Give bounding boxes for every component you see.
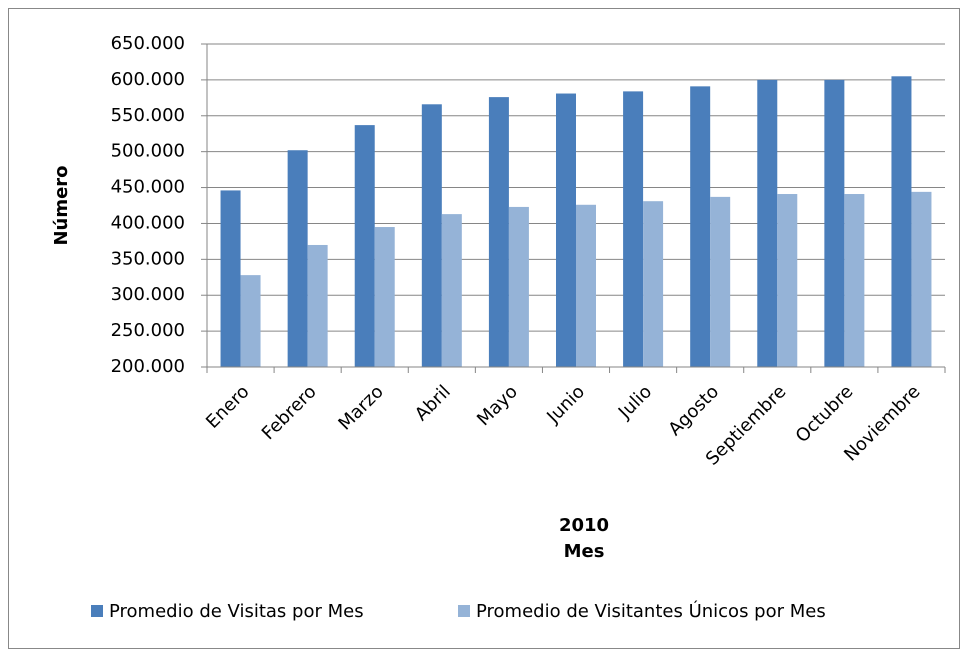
y-tick-label: 500.000 xyxy=(111,141,185,162)
legend-swatch xyxy=(458,605,470,617)
legend-label: Promedio de Visitantes Únicos por Mes xyxy=(476,600,826,622)
legend-swatch xyxy=(91,605,103,617)
y-tick-label: 250.000 xyxy=(111,320,185,341)
bar xyxy=(710,196,731,367)
bar xyxy=(777,194,798,367)
bar xyxy=(576,204,596,367)
bar xyxy=(824,79,845,367)
y-tick-label: 600.000 xyxy=(111,69,185,90)
bar xyxy=(891,76,912,368)
legend-label: Promedio de Visitas por Mes xyxy=(109,601,364,622)
bar xyxy=(623,91,644,367)
bar xyxy=(844,194,865,367)
bar xyxy=(240,275,261,367)
bar xyxy=(287,150,308,367)
bar xyxy=(488,97,509,368)
y-axis-title: Número xyxy=(51,165,72,245)
bar xyxy=(508,206,529,367)
bar xyxy=(307,244,328,367)
y-tick-label: 450.000 xyxy=(111,177,185,198)
y-tick-label: 550.000 xyxy=(111,105,185,126)
x-axis-title: Mes xyxy=(564,541,605,562)
y-tick-label: 650.000 xyxy=(111,33,185,54)
y-tick-label: 200.000 xyxy=(111,356,185,377)
bar xyxy=(421,104,442,367)
bar xyxy=(354,125,375,367)
y-tick-label: 400.000 xyxy=(111,212,185,233)
bar xyxy=(374,227,395,367)
bar xyxy=(441,214,462,367)
bar xyxy=(643,201,664,367)
bar xyxy=(220,190,241,367)
y-tick-label: 350.000 xyxy=(111,248,185,269)
bar xyxy=(690,86,711,368)
bar xyxy=(911,191,932,367)
bar xyxy=(757,79,778,367)
y-tick-label: 300.000 xyxy=(111,284,185,305)
bar xyxy=(556,93,576,367)
chart-border xyxy=(8,8,960,649)
x-axis-title: 2010 xyxy=(559,515,609,536)
